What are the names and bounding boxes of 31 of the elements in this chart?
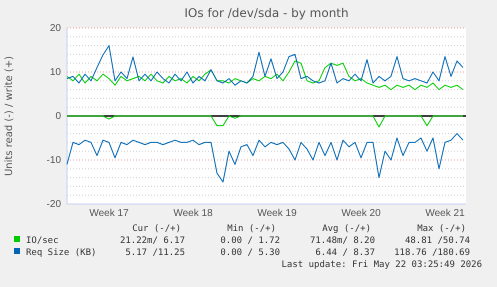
y-axis-title: Units read (-) / write (+) <box>4 56 15 176</box>
text: 0.00 / 1.72 <box>220 236 280 246</box>
text: 118.76 /180.69 <box>394 248 470 258</box>
line-series <box>66 116 464 128</box>
x-tick-label: Week 17 <box>89 208 130 219</box>
text: Min (-/+) <box>227 224 276 234</box>
line-series <box>66 133 464 182</box>
y-tick-label: 20 <box>50 23 62 34</box>
text: 48.81 /50.74 <box>404 236 470 246</box>
text: 0.00 / 5.30 <box>220 248 280 258</box>
line-series <box>66 60 464 90</box>
text: Last update: Fri May 22 03:25:49 2026 <box>282 260 482 270</box>
y-tick-label: 0 <box>55 111 62 122</box>
text: Avg (-/+) <box>322 224 371 234</box>
text: 6.44 / 8.37 <box>315 248 375 258</box>
line-series <box>66 45 464 86</box>
legend-label: Req Size (KB) <box>26 248 96 258</box>
x-tick-label: Week 18 <box>173 208 214 219</box>
x-tick-label: Week 21 <box>425 208 466 219</box>
text: 21.22m/ 6.17 <box>120 236 185 246</box>
y-tick-label: -20 <box>46 199 62 210</box>
chart-title: IOs for /dev/sda - by month <box>184 6 349 20</box>
x-tick-label: Week 20 <box>341 208 382 219</box>
text: Max (-/+) <box>417 224 466 234</box>
text: Cur (-/+) <box>132 224 181 234</box>
x-tick-label: Week 19 <box>257 208 298 219</box>
text: 71.48m/ 8.20 <box>310 236 375 246</box>
text: 5.17 /11.25 <box>125 248 185 258</box>
legend-label: IO/sec <box>26 236 59 246</box>
y-tick-label: -10 <box>46 155 62 166</box>
y-tick-label: 10 <box>50 67 62 78</box>
